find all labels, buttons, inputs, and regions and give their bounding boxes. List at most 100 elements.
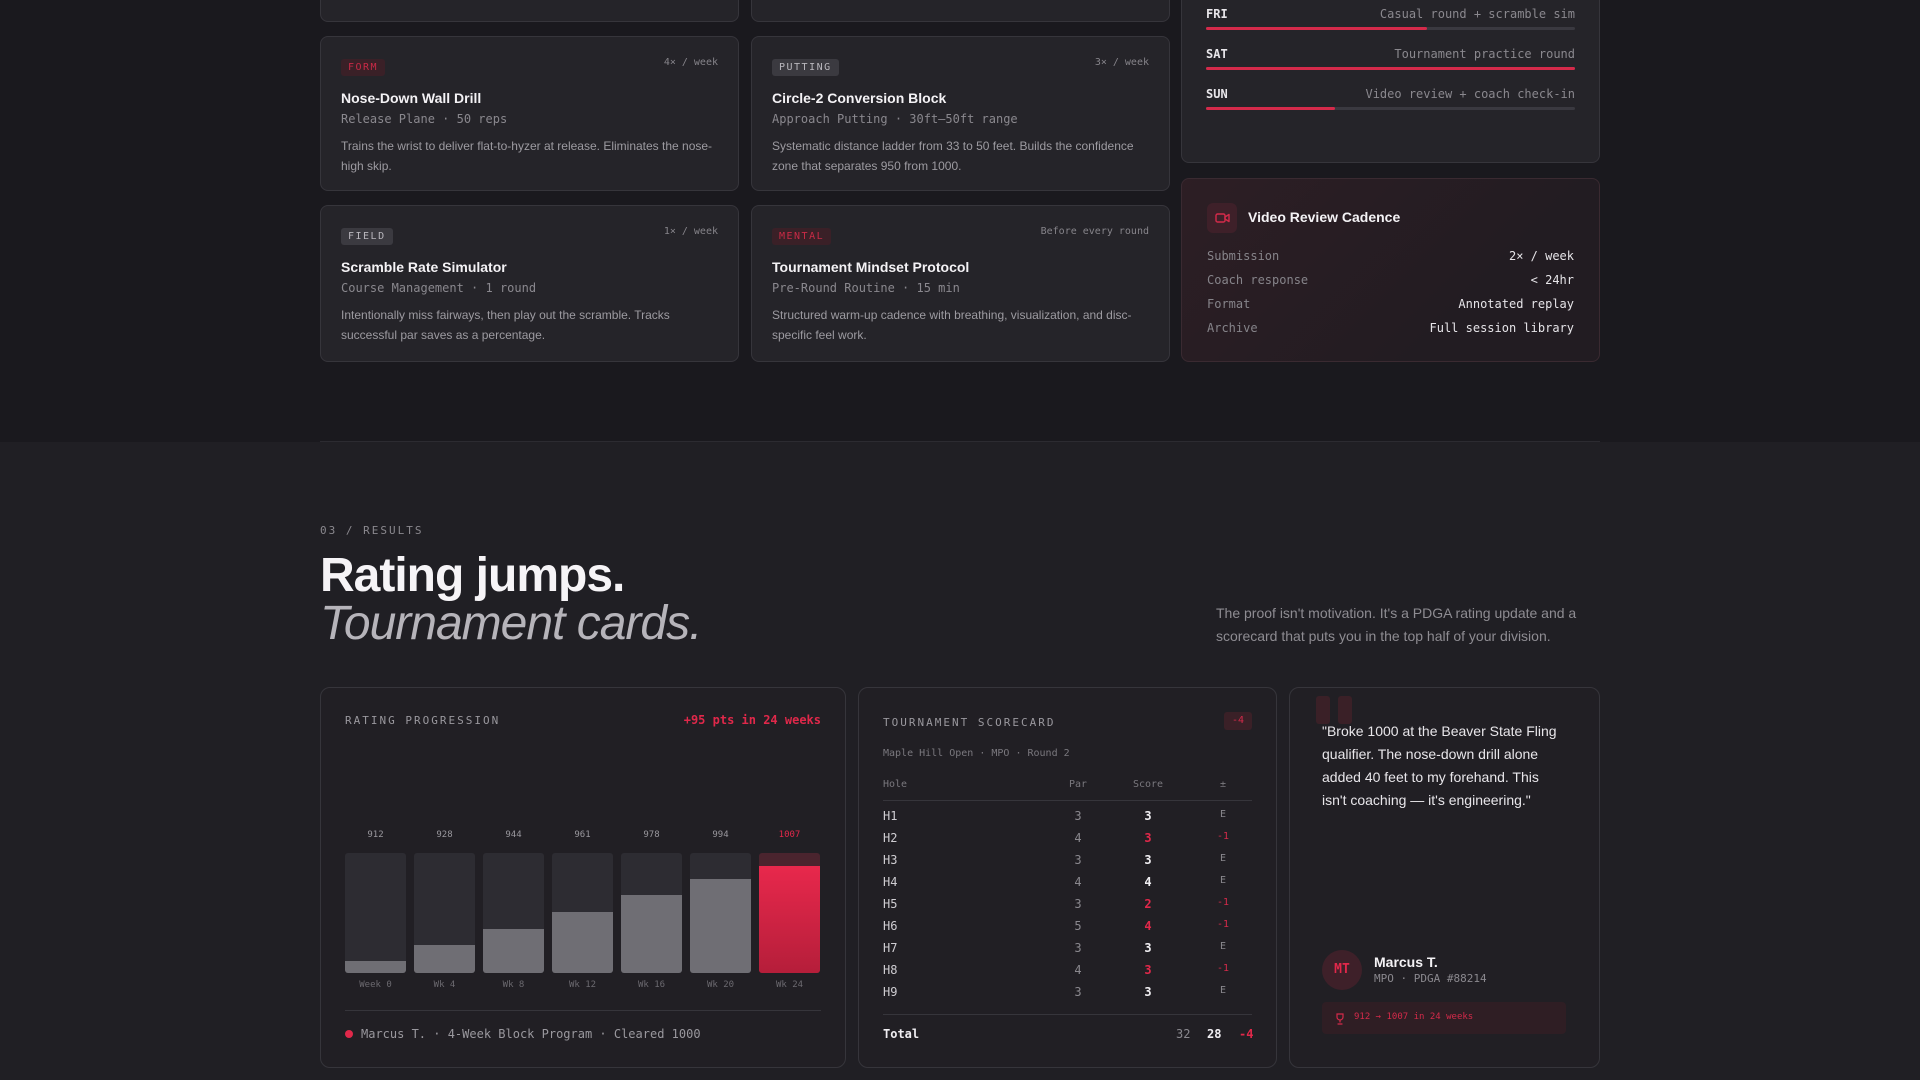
bar-category-label: Wk 20 bbox=[706, 980, 735, 990]
schedule-day: SUN bbox=[1206, 87, 1228, 101]
scorecard-header-pm: ± bbox=[1219, 779, 1227, 790]
scorecard-pm: -1 bbox=[1216, 963, 1230, 974]
scorecard-label: TOURNAMENT SCORECARD bbox=[883, 716, 1056, 729]
scorecard-total-pm: -4 bbox=[1239, 1027, 1254, 1041]
bar-track bbox=[414, 853, 475, 973]
scorecard-score: 4 bbox=[1144, 875, 1152, 889]
rating-delta: +95 pts in 24 weeks bbox=[683, 713, 821, 727]
scorecard-total-par: 32 bbox=[1176, 1027, 1191, 1041]
schedule-progress-fill bbox=[1206, 27, 1428, 30]
testimonial-meta: MPO · PDGA #88214 bbox=[1374, 972, 1487, 985]
bar-fill bbox=[759, 866, 820, 973]
testimonial-name: Marcus T. bbox=[1374, 954, 1438, 970]
drill-tag: FORM bbox=[341, 59, 386, 76]
video-row-key: Coach response bbox=[1207, 273, 1309, 287]
drill-description: Intentionally miss fairways, then play o… bbox=[341, 308, 670, 342]
scorecard-hole: H2 bbox=[883, 831, 898, 845]
scorecard-par: 3 bbox=[1074, 985, 1082, 999]
bar-value-label: 978 bbox=[643, 830, 660, 840]
schedule-row-sun: SUN Video review + coach check-in bbox=[1206, 87, 1575, 111]
drill-title: Circle-2 Conversion Block bbox=[772, 90, 947, 106]
drill-card-partial-right[interactable] bbox=[751, 0, 1170, 22]
video-row-value: < 24hr bbox=[1530, 273, 1574, 287]
bar-value-label: 1007 bbox=[778, 830, 801, 840]
video-row-value: Annotated replay bbox=[1458, 297, 1574, 311]
bar-value-label: 912 bbox=[367, 830, 384, 840]
scorecard-total-row: Total 32 28 -4 bbox=[883, 1027, 1254, 1047]
schedule-day: SAT bbox=[1206, 47, 1228, 61]
drill-card-field[interactable]: FIELD 1× / week Scramble Rate Simulator … bbox=[320, 205, 739, 362]
scorecard-par: 3 bbox=[1074, 897, 1082, 911]
video-row-response: Coach response < 24hr bbox=[1207, 273, 1574, 293]
schedule-activity: Tournament practice round bbox=[1394, 47, 1575, 61]
scorecard-pm: -1 bbox=[1216, 919, 1230, 930]
drill-subtitle: Pre-Round Routine · 15 min bbox=[772, 281, 960, 295]
table-row: H2 4 3 -1 bbox=[883, 831, 1252, 853]
scorecard-par: 5 bbox=[1074, 919, 1082, 933]
scorecard-hole: H5 bbox=[883, 897, 898, 911]
drill-card-form[interactable]: FORM 4× / week Nose-Down Wall Drill Rele… bbox=[320, 36, 739, 191]
drill-description: Structured warm-up cadence with breathin… bbox=[772, 308, 1132, 342]
video-row-key: Submission bbox=[1207, 249, 1280, 263]
drill-frequency: 4× / week bbox=[663, 57, 718, 68]
bar-track bbox=[483, 853, 544, 973]
drill-subtitle: Approach Putting · 30ft–50ft range bbox=[772, 112, 1018, 126]
bar-value-label: 961 bbox=[574, 830, 591, 840]
scorecard-pm: E bbox=[1219, 985, 1227, 996]
results-lede: The proof isn't motivation. It's a PDGA … bbox=[1216, 605, 1577, 644]
scorecard-hole: H9 bbox=[883, 985, 898, 999]
scorecard-total-label: Total bbox=[883, 1027, 920, 1041]
bar-value-label: 928 bbox=[436, 830, 453, 840]
scorecard-par: 4 bbox=[1074, 831, 1082, 845]
drill-title: Nose-Down Wall Drill bbox=[341, 90, 482, 106]
table-row: H1 3 3 E bbox=[883, 809, 1252, 831]
schedule-activity: Casual round + scramble sim bbox=[1379, 7, 1575, 21]
bar-fill bbox=[552, 912, 613, 973]
table-row: H3 3 3 E bbox=[883, 853, 1252, 875]
bar-category-label: Wk 4 bbox=[433, 980, 456, 990]
scorecard-total-divider bbox=[883, 1014, 1252, 1015]
scorecard-par: 4 bbox=[1074, 875, 1082, 889]
scorecard-hole: H8 bbox=[883, 963, 898, 977]
drill-tag: MENTAL bbox=[772, 228, 832, 245]
scorecard-score: 3 bbox=[1144, 963, 1152, 977]
scorecard-header-par: Par bbox=[1068, 779, 1088, 790]
video-review-card: Video Review Cadence Submission 2× / week… bbox=[1181, 178, 1600, 362]
table-row: H6 5 4 -1 bbox=[883, 919, 1252, 941]
drill-tag: PUTTING bbox=[772, 59, 839, 76]
video-row-key: Archive bbox=[1207, 321, 1258, 335]
scorecard-score: 3 bbox=[1144, 941, 1152, 955]
trophy-icon bbox=[1334, 1012, 1346, 1025]
scorecard-par: 3 bbox=[1074, 809, 1082, 823]
bar-fill bbox=[345, 961, 406, 973]
drill-title: Scramble Rate Simulator bbox=[341, 259, 507, 275]
table-row: H5 3 2 -1 bbox=[883, 897, 1252, 919]
schedule-progress-track bbox=[1206, 27, 1575, 30]
schedule-activity: Video review + coach check-in bbox=[1365, 87, 1575, 101]
drill-card-partial-left[interactable] bbox=[320, 0, 739, 22]
schedule-progress-track bbox=[1206, 67, 1575, 70]
bar-track bbox=[621, 853, 682, 973]
bar-value-label: 944 bbox=[505, 830, 522, 840]
scorecard-par: 4 bbox=[1074, 963, 1082, 977]
video-row-submission: Submission 2× / week bbox=[1207, 249, 1574, 269]
drill-card-mental[interactable]: MENTAL Before every round Tournament Min… bbox=[751, 205, 1170, 362]
scorecard-score: 3 bbox=[1144, 831, 1152, 845]
scorecard-badge: -4 bbox=[1224, 712, 1252, 730]
schedule-day: FRI bbox=[1206, 7, 1228, 21]
scorecard-header-divider bbox=[883, 800, 1252, 801]
table-row: H8 4 3 -1 bbox=[883, 963, 1252, 985]
bar-category-label: Wk 24 bbox=[775, 980, 804, 990]
bar-track bbox=[552, 853, 613, 973]
scorecard-score: 3 bbox=[1144, 853, 1152, 867]
drill-card-putting[interactable]: PUTTING 3× / week Circle-2 Conversion Bl… bbox=[751, 36, 1170, 191]
scorecard-score: 3 bbox=[1144, 985, 1152, 999]
scorecard-header-row: Hole Par Score ± bbox=[883, 779, 1252, 801]
scorecard-pm: E bbox=[1219, 875, 1227, 886]
bar-track bbox=[345, 853, 406, 973]
scorecard-par: 3 bbox=[1074, 941, 1082, 955]
video-row-key: Format bbox=[1207, 297, 1251, 311]
drill-title: Tournament Mindset Protocol bbox=[772, 259, 970, 275]
schedule-progress-track bbox=[1206, 107, 1575, 110]
tournament-scorecard-panel bbox=[858, 687, 1277, 1068]
